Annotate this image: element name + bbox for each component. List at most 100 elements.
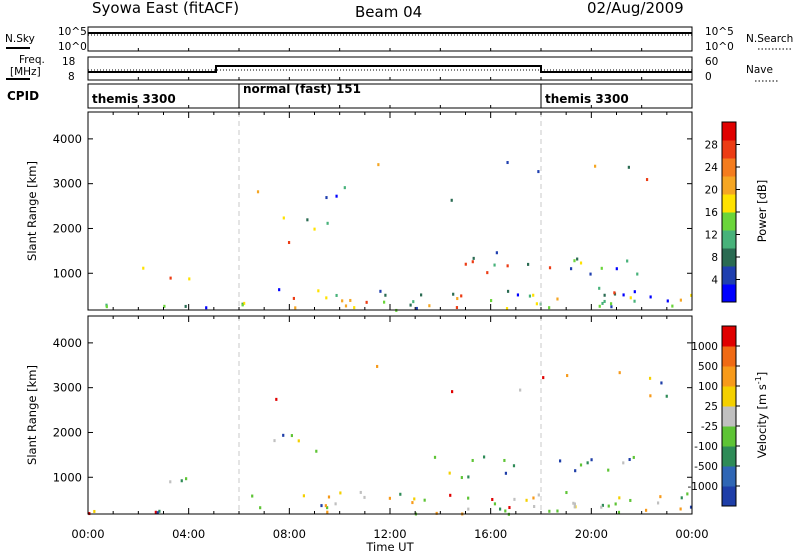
colorbar-swatch — [722, 486, 736, 507]
echo-cell — [486, 271, 489, 275]
n-sky-label: N.Sky — [5, 33, 35, 45]
echo-cell — [671, 304, 674, 308]
colorbar-swatch — [722, 284, 736, 303]
freq-frame — [87, 56, 693, 81]
velocity-panel: 1000 2000 3000 4000 Slant Range [km] 1000 50… — [25, 315, 769, 516]
echo-cell — [601, 503, 604, 507]
echo-cell — [548, 509, 551, 513]
freq-label-line2: [MHz] — [10, 66, 41, 78]
echo-cell — [472, 256, 475, 260]
echo-cell — [384, 293, 387, 297]
echo-cell — [292, 296, 295, 300]
echo-cell — [506, 264, 509, 268]
colorbar-swatch — [722, 194, 736, 213]
echo-cell — [326, 221, 329, 225]
echo-cell — [482, 455, 486, 459]
echo-cell — [377, 163, 380, 167]
echo-cell — [573, 502, 576, 506]
colorbar-swatch — [722, 366, 736, 387]
echo-cell — [379, 289, 382, 293]
echo-cell — [435, 511, 438, 515]
echo-cell — [339, 491, 342, 495]
echo-cell — [656, 501, 660, 505]
cpid-segment-label: themis 3300 — [545, 92, 629, 106]
echo-cell — [556, 509, 559, 513]
echo-cell — [460, 476, 463, 480]
echo-cell — [537, 170, 540, 174]
freq-trace — [88, 65, 692, 73]
nave-tick-bottom: 0 — [705, 71, 712, 83]
nave-tick-top: 60 — [705, 56, 718, 68]
echo-cell — [315, 449, 318, 453]
echo-cell — [548, 266, 552, 270]
echo-cell — [317, 289, 320, 293]
freq-tick-top: 18 — [62, 56, 75, 68]
echo-cell — [590, 458, 593, 462]
echo-cell — [105, 305, 108, 309]
velocity-plot-area — [88, 316, 692, 514]
echo-cell — [353, 306, 356, 310]
velocity-y-title: Slant Range [km] — [25, 365, 39, 465]
echo-cell — [618, 371, 621, 375]
y-tick-label: 1000 — [53, 470, 82, 484]
beam-title: Beam 04 — [355, 3, 422, 21]
echo-cell — [609, 302, 613, 306]
echo-cell — [282, 216, 285, 220]
echo-cell — [535, 302, 538, 306]
echo-cell — [566, 374, 569, 378]
colorbar-swatch — [722, 406, 736, 427]
echo-cell — [243, 301, 246, 305]
colorbar-swatch — [722, 122, 736, 141]
x-tick-label: 08:00 — [273, 527, 306, 541]
echo-cell — [572, 501, 575, 505]
y-tick-label: 2000 — [53, 221, 82, 235]
x-tick-label: 04:00 — [172, 527, 205, 541]
colorbar-swatch — [722, 426, 736, 447]
echo-cell — [349, 298, 352, 302]
echo-cell — [506, 289, 510, 293]
echo-cell — [420, 293, 423, 297]
cpid-segment-label: themis 3300 — [92, 92, 176, 106]
echo-cell — [489, 299, 493, 303]
echo-cell — [251, 494, 254, 498]
echo-cell — [632, 455, 635, 459]
echo-cell — [313, 227, 316, 231]
echo-cell — [503, 458, 506, 462]
echo-cell — [452, 292, 455, 296]
echo-cell — [471, 260, 474, 264]
echo-cell — [504, 471, 508, 475]
colorbar-tick-label: 16 — [705, 207, 719, 219]
x-tick-label: 20:00 — [575, 527, 608, 541]
sky-noise-frame — [87, 26, 693, 52]
colorbar-swatch — [722, 212, 736, 231]
echo-cell — [659, 495, 662, 499]
echo-cell — [423, 498, 426, 502]
echo-cell — [579, 261, 583, 265]
power-y-ticks: 1000 2000 3000 4000 — [53, 112, 693, 310]
echo-cell — [598, 286, 601, 290]
power-cells — [105, 161, 693, 312]
echo-cell — [579, 463, 583, 467]
colorbar-frame — [721, 325, 737, 507]
colorbar-swatch — [722, 230, 736, 249]
freq-label-line1: Freq. — [19, 54, 45, 66]
colorbar-swatch — [722, 140, 736, 159]
n-search-label: N.Search — [746, 33, 793, 45]
power-guides — [238, 112, 542, 310]
echo-cell — [574, 469, 577, 473]
echo-cell — [433, 455, 437, 459]
colorbar-tick-label: 20 — [705, 185, 718, 197]
echo-cell — [636, 272, 639, 276]
echo-cell — [615, 267, 618, 271]
echo-cell — [576, 257, 579, 261]
y-tick-label: 2000 — [53, 425, 82, 439]
echo-cell — [586, 461, 589, 465]
echo-cell — [455, 306, 459, 310]
y-tick-label: 1000 — [53, 266, 82, 280]
echo-cell — [451, 390, 454, 394]
cpid-segments: themis 3300 normal (fast) 151 themis 3300 — [92, 82, 629, 108]
echo-cell — [154, 510, 157, 514]
echo-cell — [142, 266, 145, 270]
echo-cell — [294, 306, 297, 310]
echo-cell — [666, 299, 669, 303]
